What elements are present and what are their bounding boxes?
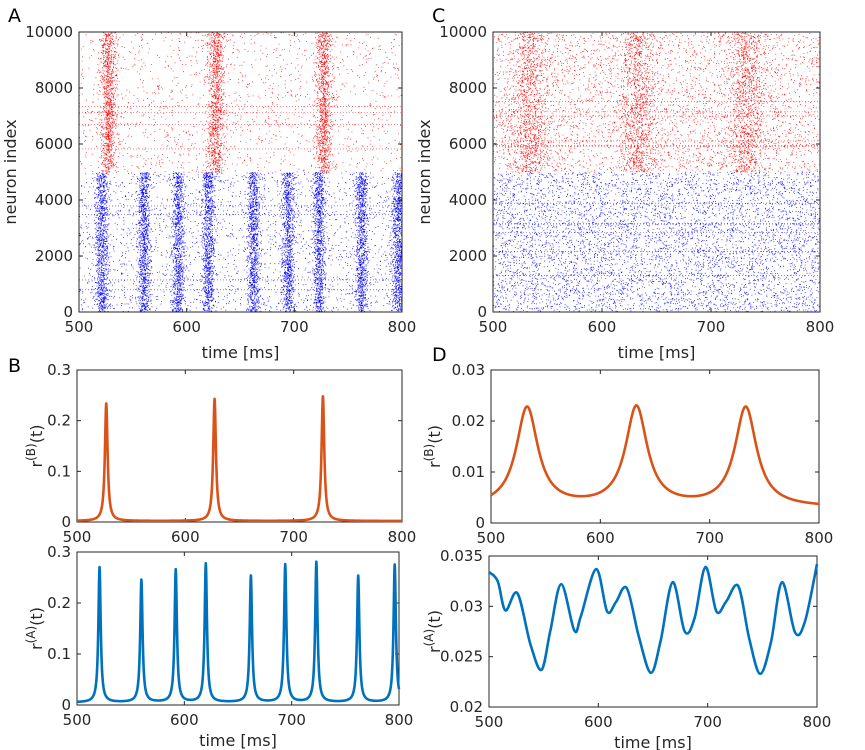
x-tick-label: 600 bbox=[172, 318, 201, 336]
axes-frame bbox=[488, 555, 818, 708]
x-axis-label: time [ms] bbox=[614, 733, 692, 750]
panel-label-c: C bbox=[432, 5, 445, 27]
x-axis-label: time [ms] bbox=[199, 731, 277, 750]
y-tick-label: 8000 bbox=[35, 79, 73, 97]
axes-frame bbox=[492, 31, 821, 313]
y-tick-label: 0.02 bbox=[450, 698, 483, 716]
y-tick-label: 10000 bbox=[439, 23, 487, 41]
rate-plot-d-bottom: 500 600 700 800 0.02 0.025 0.03 0.035 time [ms] r… bbox=[422, 547, 831, 750]
x-tick-label: 500 bbox=[63, 711, 92, 729]
y-tick-label: 8000 bbox=[449, 79, 487, 97]
y-tick-label: 0.3 bbox=[47, 361, 71, 379]
rate-line bbox=[75, 560, 401, 704]
x-tick-label: 600 bbox=[170, 711, 199, 729]
y-tick-label: 0.3 bbox=[47, 543, 71, 561]
axes-frame bbox=[76, 369, 403, 523]
x-tick-label: 700 bbox=[695, 529, 724, 547]
x-tick-label: 800 bbox=[805, 529, 834, 547]
y-axis-label: neuron index bbox=[1, 119, 20, 224]
x-tick-label: 800 bbox=[385, 711, 414, 729]
x-tick-label: 500 bbox=[65, 318, 94, 336]
y-axis-label: neuron index bbox=[415, 119, 434, 224]
x-tick-label: 500 bbox=[477, 529, 506, 547]
y-tick-label: 0 bbox=[61, 513, 71, 531]
x-tick-label: 800 bbox=[806, 318, 835, 336]
y-tick-label: 4000 bbox=[449, 191, 487, 209]
y-tick-label: 0.02 bbox=[452, 412, 485, 430]
raster-spikes bbox=[493, 172, 820, 312]
y-tick-label: 0 bbox=[61, 696, 71, 714]
raster-series-0 bbox=[493, 32, 820, 173]
y-tick-label: 0 bbox=[63, 303, 73, 321]
rate-plot-b-bottom: 500 600 700 800 0 0.1 0.2 0.3 time [ms] r(A)(t) bbox=[24, 543, 413, 750]
raster-series-1 bbox=[79, 172, 402, 312]
y-tick-label: 0.2 bbox=[47, 594, 71, 612]
y-axis-label: r(A)(t) bbox=[422, 610, 444, 653]
x-tick-label: 500 bbox=[475, 713, 504, 731]
y-tick-label: 10000 bbox=[25, 23, 73, 41]
panel-label-b: B bbox=[8, 355, 21, 377]
y-tick-label: 6000 bbox=[449, 135, 487, 153]
y-tick-label: 0.2 bbox=[47, 412, 71, 430]
x-tick-label: 600 bbox=[171, 528, 200, 546]
x-axis-label: time [ms] bbox=[202, 343, 280, 362]
rate-plot-b-top: 500 600 700 800 0 0.1 0.2 0.3 r(B)(t) bbox=[24, 361, 416, 546]
x-tick-label: 700 bbox=[693, 713, 722, 731]
axes-frame bbox=[78, 31, 403, 313]
x-tick-label: 700 bbox=[279, 528, 308, 546]
y-tick-label: 6000 bbox=[35, 135, 73, 153]
x-tick-label: 700 bbox=[280, 318, 309, 336]
y-tick-label: 0.1 bbox=[47, 462, 71, 480]
raster-dots bbox=[493, 32, 820, 312]
panel-label-a: A bbox=[8, 5, 21, 27]
y-axis-label: r(B)(t) bbox=[24, 425, 46, 468]
axes-frame bbox=[490, 369, 820, 524]
x-tick-label: 600 bbox=[588, 318, 617, 336]
y-tick-label: 0.035 bbox=[440, 547, 483, 565]
rate-line bbox=[488, 563, 819, 676]
raster-dots bbox=[79, 32, 402, 312]
y-axis-label: r(A)(t) bbox=[24, 607, 46, 650]
x-tick-label: 700 bbox=[277, 711, 306, 729]
x-tick-label: 700 bbox=[697, 318, 726, 336]
rate-line bbox=[75, 395, 404, 523]
x-axis-label: time [ms] bbox=[618, 343, 696, 362]
y-tick-label: 2000 bbox=[449, 247, 487, 265]
x-tick-label: 600 bbox=[584, 713, 613, 731]
raster-spikes bbox=[493, 32, 820, 173]
y-tick-label: 2000 bbox=[35, 247, 73, 265]
x-tick-label: 800 bbox=[803, 713, 832, 731]
y-axis-label: r(B)(t) bbox=[422, 425, 444, 468]
panel-label-d: D bbox=[432, 344, 447, 366]
axes-frame bbox=[76, 551, 400, 706]
y-tick-label: 0.03 bbox=[452, 361, 485, 379]
rate-line bbox=[489, 404, 821, 506]
y-tick-label: 0.03 bbox=[450, 597, 483, 615]
raster-series-0 bbox=[79, 32, 402, 173]
raster-spikes bbox=[79, 32, 402, 173]
x-tick-label: 800 bbox=[388, 318, 417, 336]
rate-plot-d-top: 500 600 700 800 0 0.01 0.02 0.03 r(B)(t) bbox=[422, 361, 833, 547]
x-tick-label: 500 bbox=[63, 528, 92, 546]
y-tick-label: 4000 bbox=[35, 191, 73, 209]
y-tick-label: 0.025 bbox=[440, 648, 483, 666]
raster-series-1 bbox=[493, 172, 820, 312]
y-tick-label: 0.1 bbox=[47, 645, 71, 663]
y-tick-label: 0 bbox=[477, 303, 487, 321]
x-tick-label: 800 bbox=[388, 528, 417, 546]
y-tick-label: 0.01 bbox=[452, 463, 485, 481]
y-tick-label: 0 bbox=[475, 514, 485, 532]
raster-spikes bbox=[79, 172, 402, 312]
x-tick-label: 600 bbox=[586, 529, 615, 547]
x-tick-label: 500 bbox=[479, 318, 508, 336]
